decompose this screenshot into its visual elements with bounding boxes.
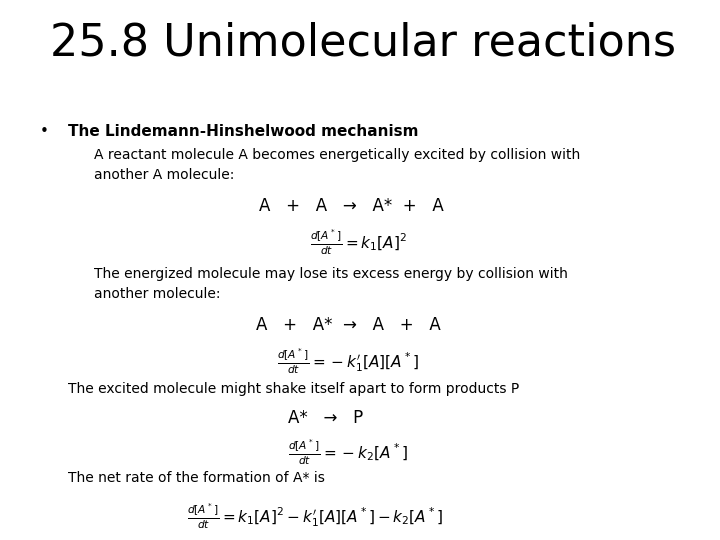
Text: The net rate of the formation of A* is: The net rate of the formation of A* is [68, 471, 325, 485]
Text: The excited molecule might shake itself apart to form products P: The excited molecule might shake itself … [68, 382, 520, 396]
Text: A   +   A*  →   A   +   A: A + A* → A + A [256, 316, 441, 334]
Text: A reactant molecule A becomes energetically excited by collision with
another A : A reactant molecule A becomes energetica… [94, 148, 580, 182]
Text: A   +   A   →   A*  +   A: A + A → A* + A [259, 197, 444, 215]
Text: A*   →   P: A* → P [288, 409, 364, 427]
Text: $\frac{d[A^*]}{dt} = -k_1'[A][A^*]$: $\frac{d[A^*]}{dt} = -k_1'[A][A^*]$ [277, 347, 419, 376]
Text: The Lindemann-Hinshelwood mechanism: The Lindemann-Hinshelwood mechanism [68, 124, 419, 139]
Text: $\frac{d[A^*]}{dt} = k_1[A]^2 - k_1'[A][A^*] - k_2[A^*]$: $\frac{d[A^*]}{dt} = k_1[A]^2 - k_1'[A][… [187, 501, 444, 531]
Text: The energized molecule may lose its excess energy by collision with
another mole: The energized molecule may lose its exce… [94, 267, 567, 301]
Text: $\frac{d[A^*]}{dt} = k_1[A]^2$: $\frac{d[A^*]}{dt} = k_1[A]^2$ [310, 228, 407, 258]
Text: $\frac{d[A^*]}{dt} = -k_2[A^*]$: $\frac{d[A^*]}{dt} = -k_2[A^*]$ [288, 437, 408, 467]
Text: •: • [40, 124, 48, 139]
Text: 25.8 Unimolecular reactions: 25.8 Unimolecular reactions [50, 22, 676, 65]
